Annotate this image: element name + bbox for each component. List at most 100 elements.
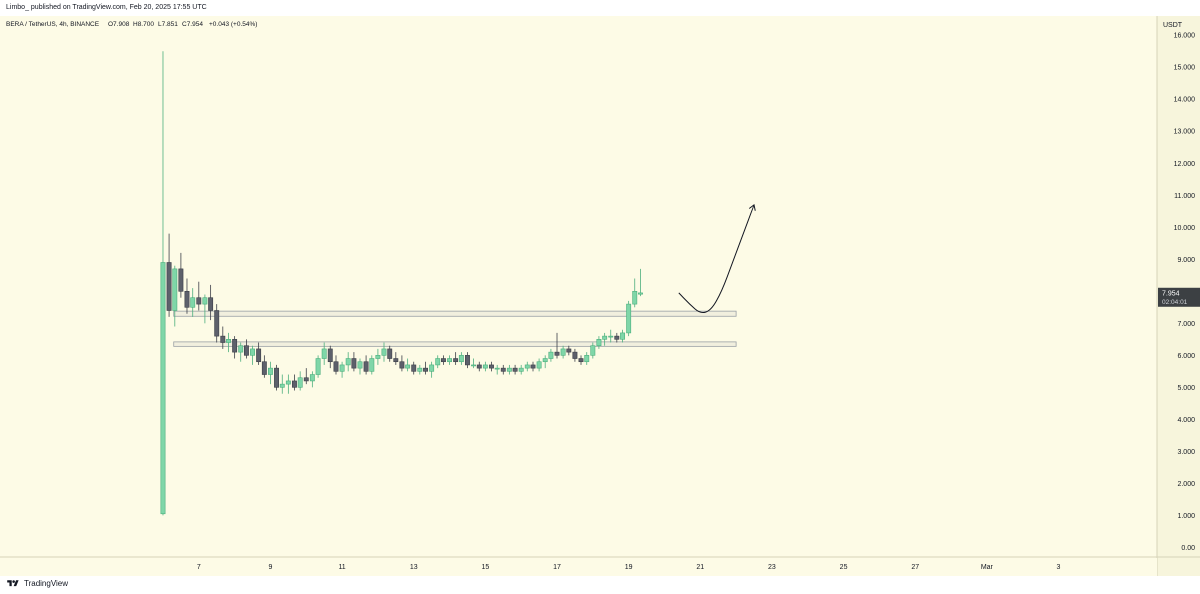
- candle: [482, 361, 488, 372]
- candle: [351, 352, 357, 372]
- candle-body: [632, 291, 638, 305]
- candle: [554, 332, 560, 359]
- candle: [566, 345, 572, 356]
- candle: [530, 361, 536, 372]
- candle-body: [411, 364, 417, 372]
- time-axis-ticks: 7 9 11 13 15 17 19 21 23 25 27 Mar 3: [197, 564, 1061, 571]
- candle: [518, 364, 524, 375]
- candle: [345, 352, 351, 372]
- candle: [620, 329, 626, 343]
- candle-body: [560, 348, 566, 356]
- candle-body: [387, 348, 393, 359]
- candle-body: [256, 348, 262, 363]
- candle-body: [512, 367, 518, 372]
- candle: [465, 352, 470, 369]
- time-axis-background: [0, 558, 1157, 576]
- candle-body: [172, 268, 178, 311]
- price-tick-label: 5.000: [1177, 385, 1195, 392]
- chart-area[interactable]: BERA / TetherUS, 4h, BINANCE O7.908 H8.7…: [0, 16, 1200, 576]
- ohlc-low: L7.851: [158, 21, 178, 28]
- candle: [309, 371, 315, 388]
- time-tick-label: 11: [338, 564, 345, 571]
- candle: [423, 361, 428, 375]
- candle-body: [482, 364, 488, 369]
- candle-body: [417, 367, 423, 372]
- price-tick-label: 13.000: [1174, 129, 1196, 136]
- price-tick-label: 12.000: [1174, 161, 1196, 168]
- publisher-bar: Limbo_ published on TradingView.com, Feb…: [0, 0, 1200, 16]
- candle: [632, 278, 638, 308]
- candle: [548, 348, 554, 362]
- candle-body: [441, 358, 446, 363]
- candle: [375, 348, 381, 365]
- candle: [291, 374, 297, 391]
- candle: [363, 355, 369, 375]
- candle: [417, 364, 423, 375]
- candle: [274, 364, 279, 391]
- candle-body: [518, 367, 524, 372]
- candle: [315, 355, 321, 378]
- tradingview-logo-icon: [7, 580, 19, 587]
- candle: [220, 326, 226, 349]
- time-tick-label: 17: [553, 564, 561, 571]
- time-tick-label: 25: [840, 564, 848, 571]
- candle: [447, 355, 452, 365]
- candle-body: [160, 262, 166, 515]
- candle: [405, 358, 411, 372]
- ohlc-high: H8.700: [133, 21, 154, 28]
- candle: [226, 332, 231, 353]
- candle: [172, 265, 178, 327]
- ohlc-close: C7.954: [182, 21, 203, 28]
- projection-arrowhead: [748, 203, 756, 211]
- price-tick-label: 3.000: [1177, 449, 1195, 456]
- candle-body: [542, 358, 548, 363]
- time-tick-label: 19: [625, 564, 633, 571]
- candle: [381, 342, 387, 362]
- candle-body: [489, 364, 494, 369]
- price-tick-label: 14.000: [1174, 97, 1196, 104]
- candle: [578, 355, 584, 365]
- time-tick-label: 3: [1057, 564, 1061, 571]
- candle-body: [375, 355, 381, 359]
- current-price-badge-box: [1158, 287, 1200, 307]
- candle-body: [297, 377, 303, 388]
- candle: [357, 358, 363, 375]
- candlestick-chart[interactable]: BERA / TetherUS, 4h, BINANCE O7.908 H8.7…: [0, 16, 1200, 576]
- candle-body: [548, 351, 554, 359]
- price-tick-label: 2.000: [1177, 481, 1195, 488]
- candle-body: [339, 364, 345, 372]
- candle-body: [447, 358, 452, 363]
- candle-body: [202, 297, 208, 305]
- time-tick-label: 15: [481, 564, 489, 571]
- candle-body: [261, 361, 267, 375]
- publisher-text: Limbo_ published on TradingView.com, Feb…: [6, 4, 207, 11]
- candle-body: [608, 335, 614, 338]
- candle: [453, 352, 459, 365]
- tradingview-brand[interactable]: TradingView: [6, 579, 68, 588]
- candle: [297, 371, 303, 391]
- candle-body: [184, 291, 190, 308]
- candle: [506, 364, 512, 375]
- candle: [190, 288, 196, 317]
- ohlc-open: O7.908: [108, 21, 130, 28]
- candle-body: [214, 310, 220, 337]
- price-tick-label: 6.000: [1177, 353, 1195, 360]
- candle-body: [243, 345, 249, 356]
- candle: [333, 355, 339, 375]
- candle: [214, 304, 220, 343]
- candle: [536, 358, 542, 372]
- candle: [166, 233, 172, 317]
- candle: [321, 342, 327, 365]
- countdown-label: 02:04:01: [1162, 299, 1188, 306]
- candle: [614, 332, 620, 343]
- candle: [596, 336, 602, 349]
- candle-body: [465, 355, 470, 366]
- candle-body: [369, 358, 375, 372]
- time-tick-label: 27: [911, 564, 919, 571]
- candle-body: [208, 297, 214, 311]
- candle-body: [333, 361, 339, 372]
- candle: [429, 361, 435, 378]
- candle-body: [500, 367, 506, 372]
- price-tick-label: 7.000: [1177, 321, 1195, 328]
- candle-body: [578, 358, 584, 363]
